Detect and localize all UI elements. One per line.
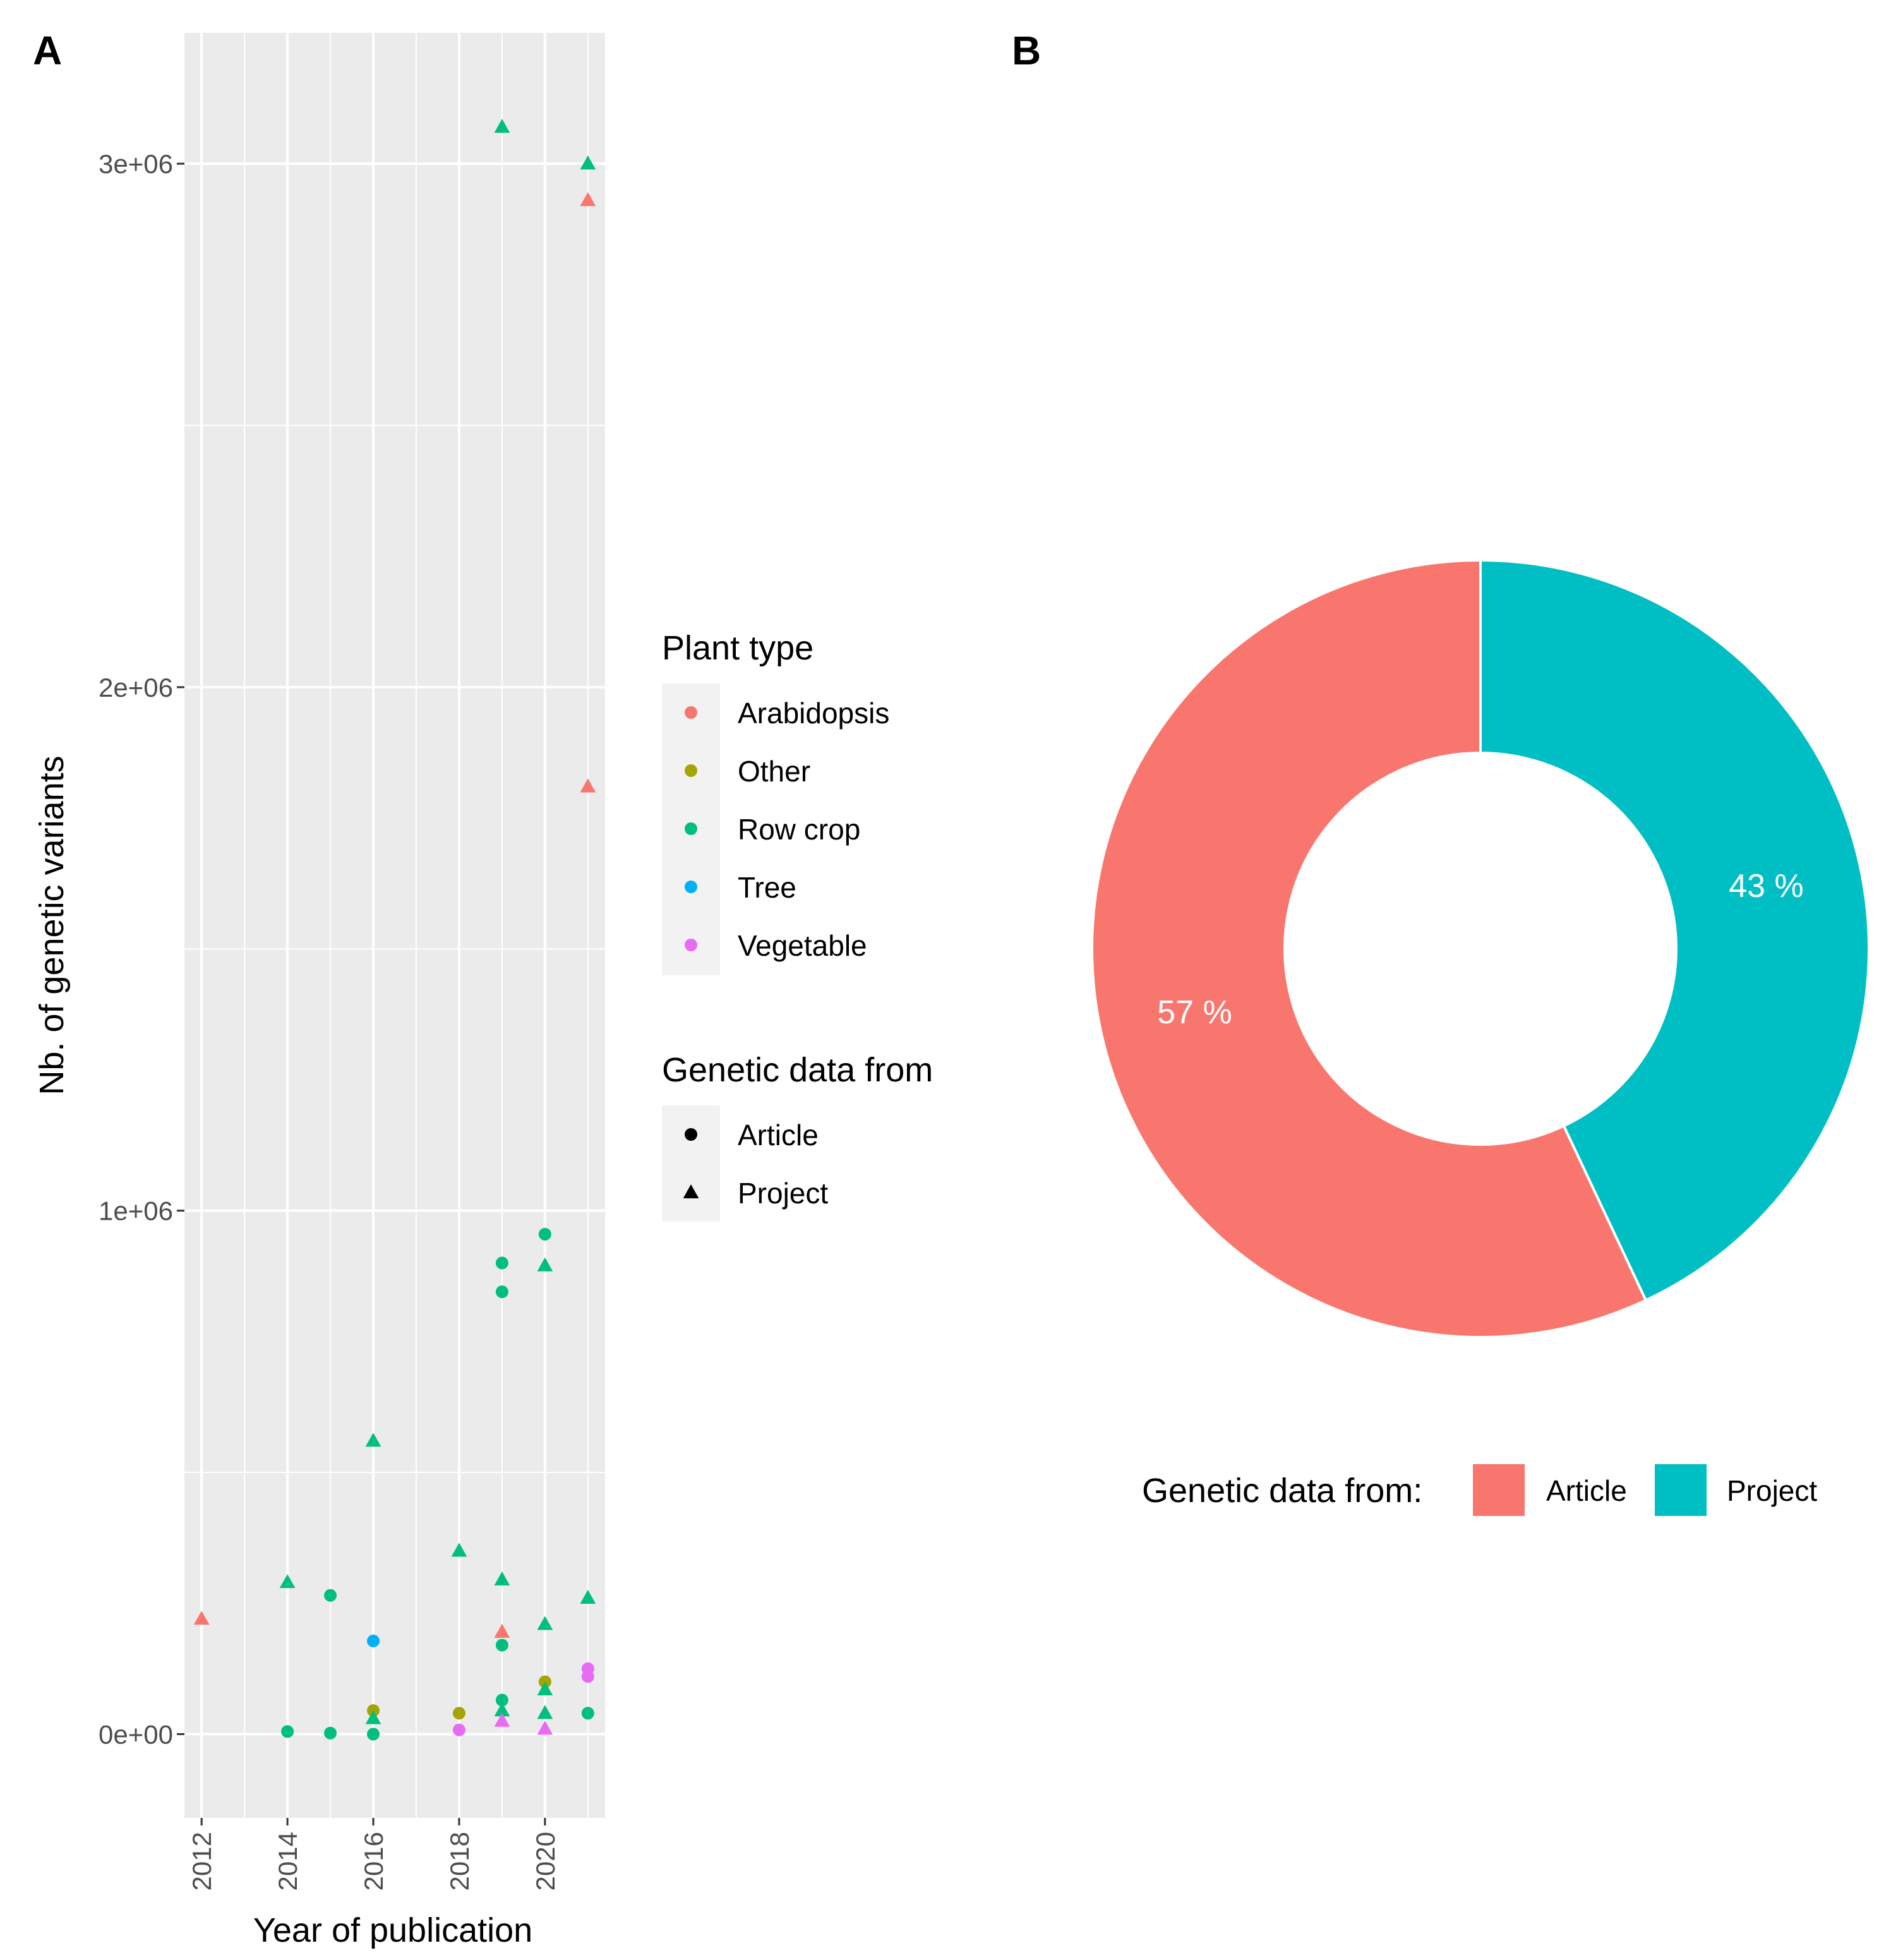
- legend-label-other: Other: [738, 755, 810, 788]
- legend-data-source-keys: Article Project: [683, 1119, 828, 1210]
- point-article: [495, 1256, 508, 1270]
- scatter-plot-background: [184, 33, 605, 1818]
- y-tick-label: 1e+06: [99, 1196, 173, 1226]
- point-article: [495, 1638, 508, 1652]
- major-gridlines: [184, 33, 605, 1818]
- minor-gridlines: [184, 33, 605, 1818]
- legend-label-vegetable: Vegetable: [738, 929, 867, 962]
- legend-key-other: [685, 764, 697, 777]
- legend-label-project: Project: [738, 1177, 828, 1210]
- point-project: [279, 1574, 296, 1589]
- point-project: [494, 1571, 510, 1586]
- point-project: [193, 1611, 210, 1625]
- legend-key-row-crop: [685, 822, 697, 835]
- point-project: [365, 1710, 381, 1724]
- x-tick-label: 2014: [273, 1832, 303, 1891]
- donut-legend-title: Genetic data from:: [1142, 1472, 1422, 1510]
- x-axis-ticks: 2012 2014 2016 2018 2020: [187, 1818, 560, 1891]
- legend-data-source-title: Genetic data from: [662, 1051, 933, 1089]
- point-article: [367, 1728, 380, 1741]
- donut-legend: Genetic data from: Article Project: [1142, 1464, 1817, 1516]
- donut-slice-article: [1091, 558, 1648, 1338]
- panel-a-label: A: [33, 28, 62, 73]
- point-project: [451, 1542, 467, 1557]
- y-axis-ticks: 0e+00 1e+06 2e+06 3e+06: [99, 149, 184, 1749]
- point-project: [537, 1257, 553, 1272]
- donut-slice-project: [1479, 558, 1870, 1302]
- x-tick-label: 2020: [531, 1832, 560, 1891]
- legend-key-vegetable: [685, 939, 697, 951]
- point-article: [324, 1726, 337, 1740]
- point-article: [324, 1589, 337, 1602]
- point-project: [365, 1433, 381, 1447]
- legend-plant-type-keys: Arabidopsis Other Row crop Tree Vegetable: [685, 697, 889, 962]
- y-tick-label: 0e+00: [99, 1719, 173, 1749]
- x-axis-title: Year of publication: [253, 1911, 532, 1949]
- point-project: [537, 1721, 553, 1735]
- legend-label-arabidopsis: Arabidopsis: [738, 697, 889, 730]
- point-article: [452, 1723, 465, 1736]
- point-project: [494, 119, 510, 133]
- donut-label-article: 57 %: [1157, 994, 1232, 1031]
- legend-data-source-key-background: [662, 1105, 720, 1222]
- legend-key-arabidopsis: [685, 706, 697, 719]
- x-tick-label: 2012: [187, 1832, 217, 1891]
- x-tick-label: 2018: [445, 1832, 474, 1891]
- legend-key-tree: [685, 881, 697, 893]
- point-project: [494, 1623, 510, 1638]
- scatter-points: [193, 119, 596, 1741]
- point-article: [367, 1634, 380, 1647]
- donut-chart: 57 % 43 %: [1091, 558, 1870, 1338]
- x-tick-label: 2016: [359, 1832, 388, 1891]
- legend-key-project: [683, 1184, 699, 1199]
- point-project: [494, 1712, 510, 1727]
- panel-b-label: B: [1012, 28, 1041, 73]
- point-project: [537, 1681, 553, 1696]
- legend-label-tree: Tree: [738, 871, 796, 904]
- point-article: [495, 1285, 508, 1299]
- point-project: [494, 1702, 510, 1717]
- point-project: [580, 778, 596, 793]
- donut-legend-swatch-article: [1473, 1464, 1525, 1516]
- legend-plant-type: Plant type Arabidopsis Other Row crop Tree V…: [662, 629, 889, 975]
- legend-label-article: Article: [738, 1119, 819, 1151]
- scatter-plot-panel: 0e+00 1e+06 2e+06 3e+06 2012 2014 2016 2018 202…: [99, 33, 605, 1891]
- y-tick-label: 2e+06: [99, 673, 173, 702]
- point-project: [580, 192, 596, 207]
- point-article: [281, 1725, 294, 1738]
- legend-data-source: Genetic data from Article Project: [662, 1051, 933, 1222]
- point-article: [538, 1227, 551, 1241]
- point-article: [452, 1707, 465, 1720]
- point-article: [581, 1707, 594, 1720]
- point-project: [580, 1589, 596, 1604]
- donut-legend-label-article: Article: [1546, 1474, 1627, 1507]
- donut-legend-swatch-project: [1655, 1464, 1707, 1516]
- point-project: [537, 1616, 553, 1630]
- y-tick-label: 3e+06: [99, 149, 173, 179]
- point-article: [581, 1670, 594, 1683]
- point-article: [495, 1693, 508, 1707]
- legend-key-article: [685, 1128, 697, 1141]
- donut-label-project: 43 %: [1729, 868, 1804, 905]
- donut-legend-label-project: Project: [1727, 1474, 1817, 1507]
- y-axis-title: Nb. of genetic variants: [33, 755, 71, 1095]
- legend-plant-type-title: Plant type: [662, 629, 813, 667]
- legend-label-row-crop: Row crop: [738, 813, 860, 846]
- point-project: [537, 1705, 553, 1719]
- point-project: [580, 155, 596, 170]
